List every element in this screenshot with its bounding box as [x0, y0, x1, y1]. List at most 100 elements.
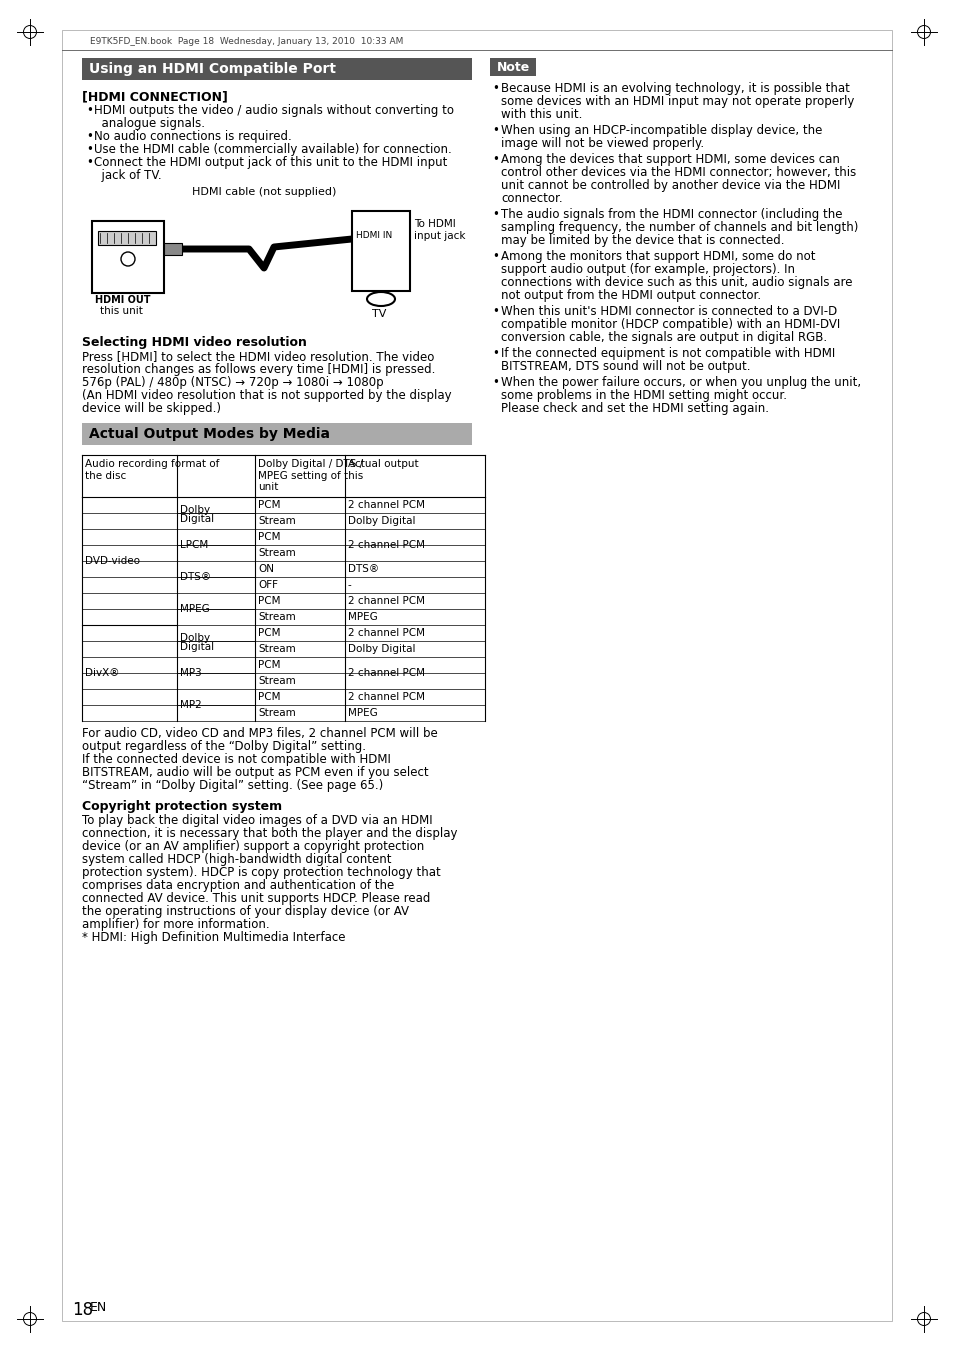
- Text: DTS®: DTS®: [180, 571, 211, 582]
- Text: not output from the HDMI output connector.: not output from the HDMI output connecto…: [500, 289, 760, 303]
- Text: •: •: [492, 153, 498, 166]
- Text: sampling frequency, the number of channels and bit length): sampling frequency, the number of channe…: [500, 222, 858, 234]
- Text: PCM: PCM: [257, 532, 280, 542]
- Text: device (or an AV amplifier) support a copyright protection: device (or an AV amplifier) support a co…: [82, 840, 424, 852]
- Text: If the connected equipment is not compatible with HDMI: If the connected equipment is not compat…: [500, 347, 835, 359]
- Text: HDMI outputs the video / audio signals without converting to: HDMI outputs the video / audio signals w…: [94, 104, 454, 118]
- Text: with this unit.: with this unit.: [500, 108, 581, 122]
- Text: Actual output: Actual output: [348, 459, 418, 469]
- Text: •: •: [492, 250, 498, 263]
- Bar: [490, 58, 536, 76]
- Text: ON: ON: [257, 563, 274, 574]
- Text: output regardless of the “Dolby Digital” setting.: output regardless of the “Dolby Digital”…: [82, 740, 366, 753]
- Text: Among the devices that support HDMI, some devices can: Among the devices that support HDMI, som…: [500, 153, 839, 166]
- Text: Dolby Digital: Dolby Digital: [348, 644, 416, 654]
- Text: MP2: MP2: [180, 700, 201, 711]
- Text: No audio connections is required.: No audio connections is required.: [94, 130, 292, 143]
- Text: •: •: [86, 143, 92, 155]
- Text: HDMI cable (not supplied): HDMI cable (not supplied): [192, 186, 336, 197]
- Text: support audio output (for example, projectors). In: support audio output (for example, proje…: [500, 263, 794, 276]
- Text: TV: TV: [372, 309, 386, 319]
- Text: Dolby: Dolby: [180, 634, 210, 643]
- Text: Digital: Digital: [180, 513, 213, 524]
- Text: To HDMI
input jack: To HDMI input jack: [414, 219, 465, 240]
- Text: “Stream” in “Dolby Digital” setting. (See page 65.): “Stream” in “Dolby Digital” setting. (Se…: [82, 780, 383, 792]
- Text: Note: Note: [497, 61, 530, 74]
- Text: Stream: Stream: [257, 676, 295, 686]
- Text: MPEG: MPEG: [348, 612, 377, 621]
- Text: DivX®: DivX®: [85, 667, 119, 678]
- Text: •: •: [492, 347, 498, 359]
- Text: control other devices via the HDMI connector; however, this: control other devices via the HDMI conne…: [500, 166, 856, 178]
- Text: Dolby: Dolby: [180, 505, 210, 515]
- Text: Please check and set the HDMI setting again.: Please check and set the HDMI setting ag…: [500, 403, 768, 415]
- Text: Audio recording format of
the disc: Audio recording format of the disc: [85, 459, 219, 481]
- Text: 18: 18: [71, 1301, 93, 1319]
- Text: PCM: PCM: [257, 661, 280, 670]
- Text: the operating instructions of your display device (or AV: the operating instructions of your displ…: [82, 905, 409, 917]
- Text: •: •: [86, 155, 92, 169]
- Text: DTS®: DTS®: [348, 563, 378, 574]
- Bar: [82, 423, 472, 444]
- Text: •: •: [492, 82, 498, 95]
- Text: Connect the HDMI output jack of this unit to the HDMI input: Connect the HDMI output jack of this uni…: [94, 155, 447, 169]
- Bar: [82, 58, 472, 80]
- Text: unit cannot be controlled by another device via the HDMI: unit cannot be controlled by another dev…: [500, 178, 840, 192]
- Text: When using an HDCP-incompatible display device, the: When using an HDCP-incompatible display …: [500, 124, 821, 136]
- Text: The audio signals from the HDMI connector (including the: The audio signals from the HDMI connecto…: [500, 208, 841, 222]
- Text: Digital: Digital: [180, 642, 213, 653]
- Text: Using an HDMI Compatible Port: Using an HDMI Compatible Port: [89, 62, 335, 76]
- Text: For audio CD, video CD and MP3 files, 2 channel PCM will be: For audio CD, video CD and MP3 files, 2 …: [82, 727, 437, 740]
- Text: •: •: [492, 124, 498, 136]
- Text: If the connected device is not compatible with HDMI: If the connected device is not compatibl…: [82, 753, 391, 766]
- Text: To play back the digital video images of a DVD via an HDMI: To play back the digital video images of…: [82, 815, 432, 827]
- Text: protection system). HDCP is copy protection technology that: protection system). HDCP is copy protect…: [82, 866, 440, 880]
- Text: LPCM: LPCM: [180, 540, 208, 550]
- Text: MP3: MP3: [180, 667, 201, 678]
- Text: •: •: [492, 208, 498, 222]
- Text: image will not be viewed properly.: image will not be viewed properly.: [500, 136, 703, 150]
- Bar: [164, 243, 182, 255]
- Text: 2 channel PCM: 2 channel PCM: [348, 540, 424, 550]
- Text: PCM: PCM: [257, 628, 280, 638]
- Text: -: -: [348, 580, 352, 590]
- Text: When the power failure occurs, or when you unplug the unit,: When the power failure occurs, or when y…: [500, 376, 861, 389]
- Text: Stream: Stream: [257, 612, 295, 621]
- Text: PCM: PCM: [257, 692, 280, 703]
- Text: Stream: Stream: [257, 516, 295, 526]
- Text: •: •: [86, 130, 92, 143]
- Text: When this unit's HDMI connector is connected to a DVI-D: When this unit's HDMI connector is conne…: [500, 305, 837, 317]
- Text: 2 channel PCM: 2 channel PCM: [348, 500, 424, 509]
- Text: Dolby Digital / DTS /
MPEG setting of this
unit: Dolby Digital / DTS / MPEG setting of th…: [257, 459, 363, 492]
- Text: may be limited by the device that is connected.: may be limited by the device that is con…: [500, 234, 783, 247]
- Text: conversion cable, the signals are output in digital RGB.: conversion cable, the signals are output…: [500, 331, 826, 345]
- Text: PCM: PCM: [257, 596, 280, 607]
- Text: BITSTREAM, DTS sound will not be output.: BITSTREAM, DTS sound will not be output.: [500, 359, 750, 373]
- Text: 2 channel PCM: 2 channel PCM: [348, 628, 424, 638]
- Text: Use the HDMI cable (commercially available) for connection.: Use the HDMI cable (commercially availab…: [94, 143, 452, 155]
- Text: * HDMI: High Definition Multimedia Interface: * HDMI: High Definition Multimedia Inter…: [82, 931, 345, 944]
- Text: MPEG: MPEG: [348, 708, 377, 717]
- Text: •: •: [492, 305, 498, 317]
- Text: E9TK5FD_EN.book  Page 18  Wednesday, January 13, 2010  10:33 AM: E9TK5FD_EN.book Page 18 Wednesday, Janua…: [90, 36, 403, 46]
- Text: Stream: Stream: [257, 549, 295, 558]
- Text: DVD-video: DVD-video: [85, 557, 140, 566]
- Bar: [91, 222, 164, 293]
- Text: jack of TV.: jack of TV.: [94, 169, 161, 182]
- Bar: [82, 455, 484, 497]
- Text: some problems in the HDMI setting might occur.: some problems in the HDMI setting might …: [500, 389, 786, 403]
- Text: Selecting HDMI video resolution: Selecting HDMI video resolution: [82, 336, 307, 349]
- Ellipse shape: [367, 292, 395, 305]
- Text: HDMI OUT: HDMI OUT: [95, 295, 151, 305]
- Text: connection, it is necessary that both the player and the display: connection, it is necessary that both th…: [82, 827, 457, 840]
- Text: connections with device such as this unit, audio signals are: connections with device such as this uni…: [500, 276, 852, 289]
- Text: device will be skipped.): device will be skipped.): [82, 403, 221, 415]
- Text: this unit: this unit: [100, 305, 143, 316]
- Text: OFF: OFF: [257, 580, 277, 590]
- Text: some devices with an HDMI input may not operate properly: some devices with an HDMI input may not …: [500, 95, 854, 108]
- Text: Dolby Digital: Dolby Digital: [348, 516, 416, 526]
- Text: •: •: [492, 376, 498, 389]
- Text: Copyright protection system: Copyright protection system: [82, 800, 282, 813]
- Text: Actual Output Modes by Media: Actual Output Modes by Media: [89, 427, 330, 440]
- Text: comprises data encryption and authentication of the: comprises data encryption and authentica…: [82, 880, 394, 892]
